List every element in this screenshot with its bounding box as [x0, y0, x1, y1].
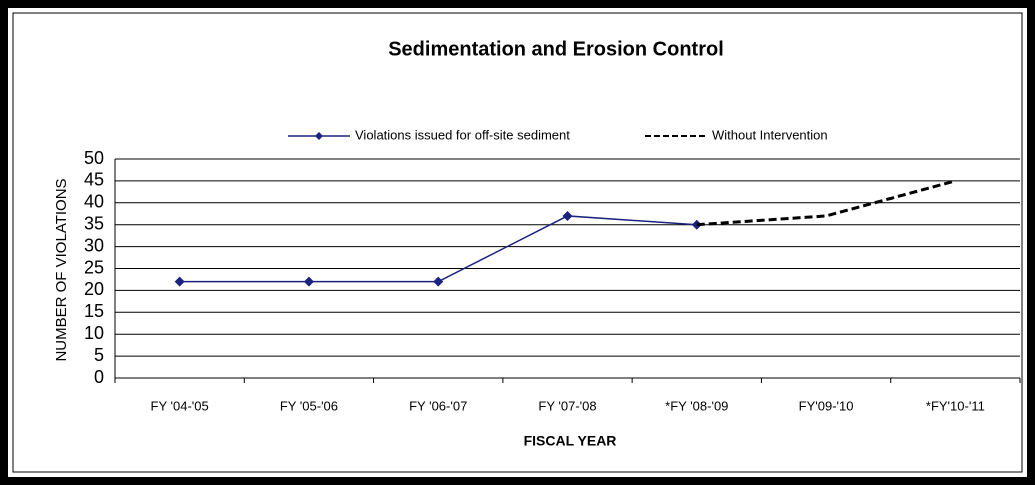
x-tick-label: FY '06-'07: [409, 398, 467, 413]
x-tick-label: FY '04-'05: [151, 398, 209, 413]
y-axis-title: NUMBER OF VIOLATIONS: [53, 178, 70, 361]
y-tick-label: 25: [84, 257, 104, 277]
y-tick-label: 20: [84, 279, 104, 299]
x-tick-label: FY '07-'08: [538, 398, 596, 413]
legend-marker: [315, 132, 323, 140]
x-axis-title: FISCAL YEAR: [524, 433, 617, 449]
data-point: [562, 210, 573, 221]
data-point: [433, 276, 444, 287]
y-tick-label: 35: [84, 213, 104, 233]
data-point: [174, 276, 185, 287]
chart-title: Sedimentation and Erosion Control: [388, 38, 724, 60]
y-tick-label: 50: [84, 148, 104, 168]
x-tick-label: *FY'10-'11: [926, 398, 985, 413]
x-tick-label: FY'09-'10: [799, 398, 854, 413]
data-point: [303, 276, 314, 287]
y-tick-label: 30: [84, 235, 104, 255]
inner-frame: [12, 12, 1023, 473]
y-tick-label: 15: [84, 301, 104, 321]
x-tick-label: *FY '08-'09: [665, 398, 728, 413]
y-tick-label: 40: [84, 192, 104, 212]
y-tick-label: 10: [84, 323, 104, 343]
series-line: [696, 179, 956, 227]
legend-label: Violations issued for off-site sediment: [355, 127, 570, 142]
y-tick-label: 0: [94, 367, 104, 387]
x-tick-label: FY '05-'06: [280, 398, 338, 413]
y-tick-label: 5: [94, 345, 104, 365]
legend-label: Without Intervention: [712, 127, 828, 142]
y-tick-label: 45: [84, 170, 104, 190]
